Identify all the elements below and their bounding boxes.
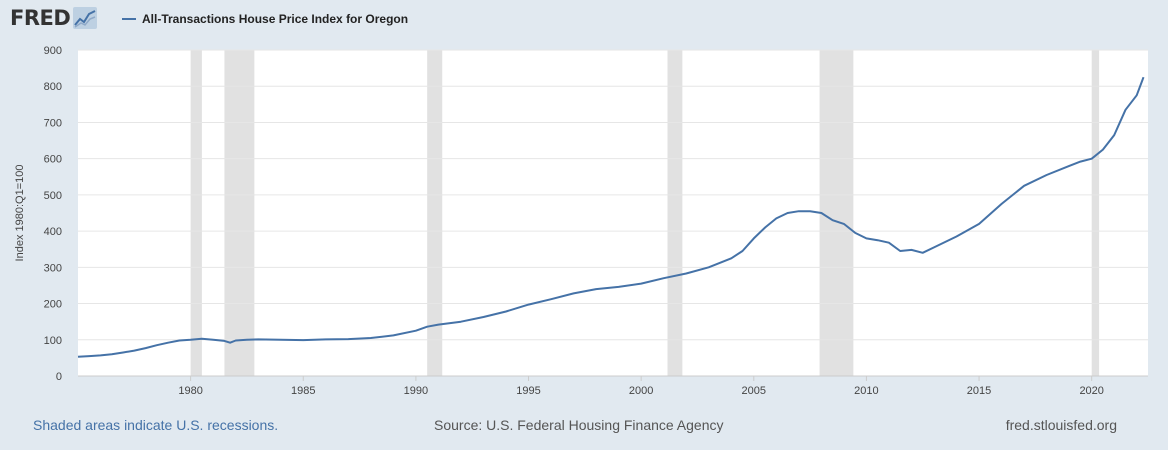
recession-band <box>224 50 255 376</box>
y-tick-label: 500 <box>44 190 62 202</box>
footer: Shaded areas indicate U.S. recessions. S… <box>0 412 1168 440</box>
y-tick-label: 100 <box>44 335 62 347</box>
recession-band <box>667 50 683 376</box>
x-tick-label: 1990 <box>404 385 428 394</box>
recession-band <box>1091 50 1100 376</box>
y-tick-label: 800 <box>44 81 62 93</box>
plot-background <box>78 50 1148 376</box>
site-link[interactable]: fred.stlouisfed.org <box>1005 417 1117 433</box>
x-tick-label: 2020 <box>1079 385 1103 394</box>
recession-bands <box>190 50 1100 376</box>
chart-area: 0 100 200 300 400 500 600 700 800 900 1980 1985 199… <box>0 44 1168 397</box>
line-chart-icon <box>73 7 98 29</box>
recession-band <box>819 50 854 376</box>
logo-text: FRED <box>10 6 71 30</box>
recession-note-link[interactable]: Shaded areas indicate U.S. recessions. <box>33 417 279 433</box>
legend-swatch <box>122 18 136 20</box>
x-tick-label: 2010 <box>854 385 878 394</box>
x-tick-label: 1980 <box>178 385 202 394</box>
x-tick-label: 2015 <box>967 385 991 394</box>
chart-legend[interactable]: All-Transactions House Price Index for O… <box>122 12 408 26</box>
line-chart[interactable]: 0 100 200 300 400 500 600 700 800 900 1980 1985 199… <box>0 44 1168 397</box>
x-tick-label: 1995 <box>516 385 540 394</box>
y-tick-label: 200 <box>44 299 62 311</box>
header: FRED All-Transactions House Price Index … <box>0 0 1168 44</box>
series-line <box>77 76 1145 358</box>
y-tick-label: 300 <box>44 262 62 274</box>
x-axis-tick-labels: 1980 1985 1990 1995 2000 2005 2010 2015 2020 <box>178 376 1104 397</box>
y-axis-title: Index 1980:Q1=100 <box>14 165 26 262</box>
y-tick-label: 0 <box>56 371 62 383</box>
x-tick-label: 2000 <box>629 385 653 394</box>
y-tick-label: 600 <box>44 154 62 166</box>
legend-label: All-Transactions House Price Index for O… <box>142 12 409 26</box>
grid-lines <box>78 49 1148 377</box>
fred-logo[interactable]: FRED <box>10 6 98 30</box>
y-tick-label: 700 <box>44 117 62 129</box>
y-tick-label: 400 <box>44 226 62 238</box>
source-text: Source: U.S. Federal Housing Finance Age… <box>434 417 724 433</box>
recession-band <box>427 50 443 376</box>
x-tick-label: 2005 <box>742 385 766 394</box>
y-axis-tick-labels: 0 100 200 300 400 500 600 700 800 900 <box>44 45 62 383</box>
y-tick-label: 900 <box>44 45 62 57</box>
recession-band <box>190 50 202 376</box>
x-tick-label: 1985 <box>291 385 315 394</box>
